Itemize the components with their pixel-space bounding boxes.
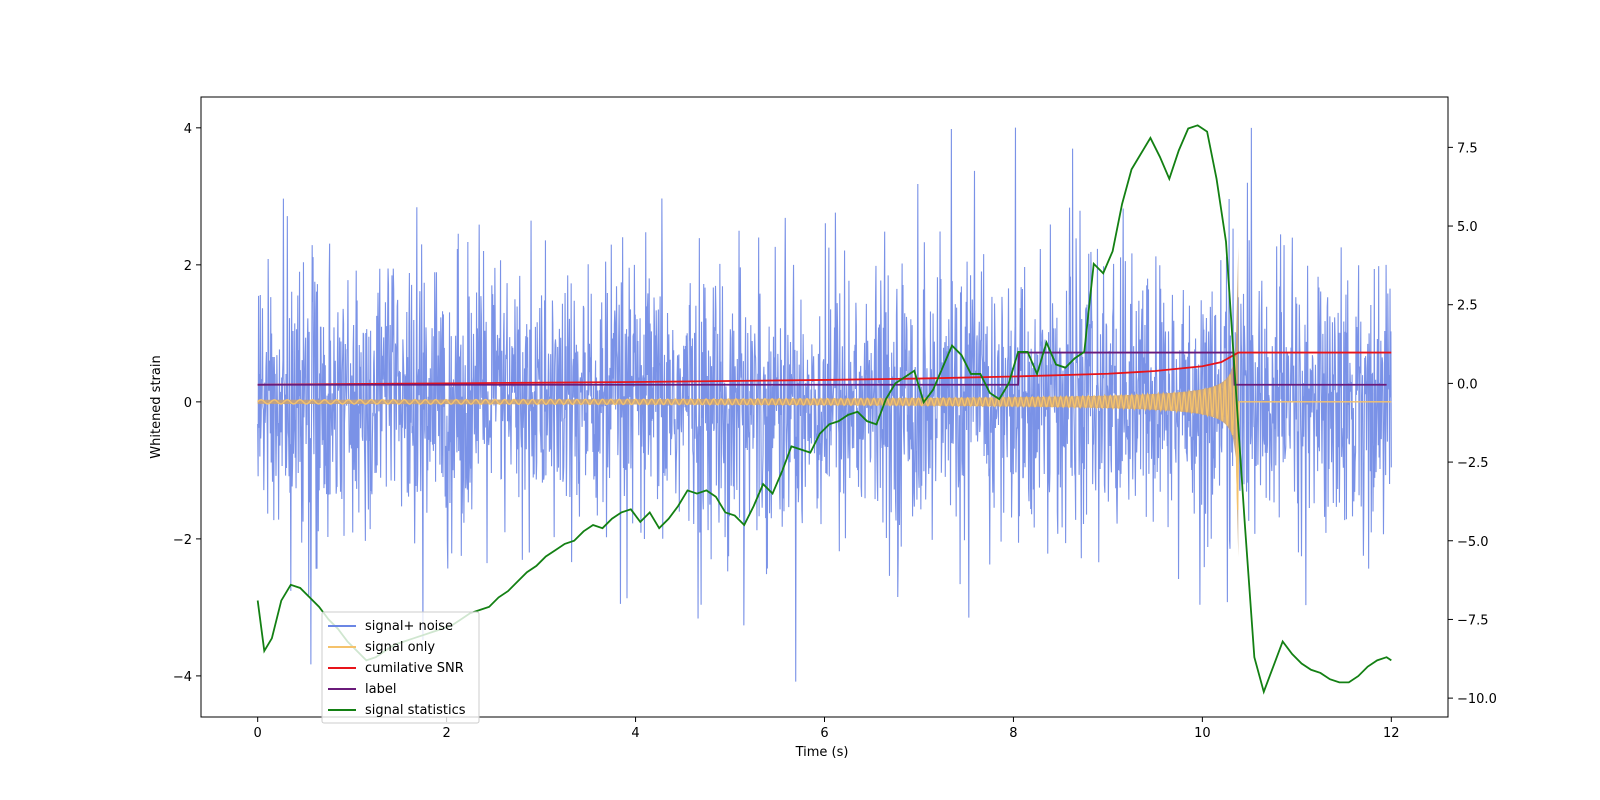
y-tick-label: 2 [184,259,192,274]
y-axis-label: Whitened strain [149,355,164,458]
series-signal-only [257,356,1392,510]
y-tick-label: −2 [173,533,192,548]
y-tick-label: 4 [184,122,192,137]
x-tick-label: 10 [1194,726,1211,741]
y-tick-label: −4 [173,670,192,685]
y2-tick-label: −5.0 [1457,535,1489,550]
legend-label-signal-statistics: signal statistics [365,703,466,718]
x-tick-label: 2 [442,726,450,741]
legend: signal+ noise signal only cumilative SNR… [321,611,480,724]
legend-label-cumilative-snr: cumilative SNR [365,661,464,676]
y2-tick-label: −10.0 [1457,692,1497,707]
y2-tick-label: −7.5 [1457,613,1489,628]
y2-tick-label: −2.5 [1457,456,1489,471]
legend-label-label: label [365,682,396,697]
x-tick-label: 4 [631,726,639,741]
x-tick-label: 8 [1009,726,1017,741]
series-label [257,351,1387,386]
y2-tick-label: 2.5 [1457,299,1478,314]
x-tick-label: 0 [254,726,262,741]
legend-label-signal-only: signal only [365,640,435,655]
x-tick-label: 12 [1383,726,1400,741]
y-tick-label: 0 [184,396,192,411]
legend-label-signal-plus-noise: signal+ noise [365,619,453,634]
y2-tick-label: 0.0 [1457,377,1478,392]
series-signal-plus-noise [257,127,1392,682]
y2-tick-label: 5.0 [1457,220,1478,235]
x-tick-label: 6 [820,726,828,741]
x-axis-label: Time (s) [795,745,849,760]
y-axis-left: −4 −2 0 2 4 [173,122,201,685]
series-cumilative-snr [257,351,1392,386]
legend-box [321,611,480,724]
y2-tick-label: 7.5 [1457,141,1478,156]
plot-area [256,124,1392,695]
x-axis: 0 2 4 6 8 10 12 [254,717,1400,741]
y-axis-right: −10.0 −7.5 −5.0 −2.5 0.0 2.5 5.0 7.5 [1448,141,1497,707]
